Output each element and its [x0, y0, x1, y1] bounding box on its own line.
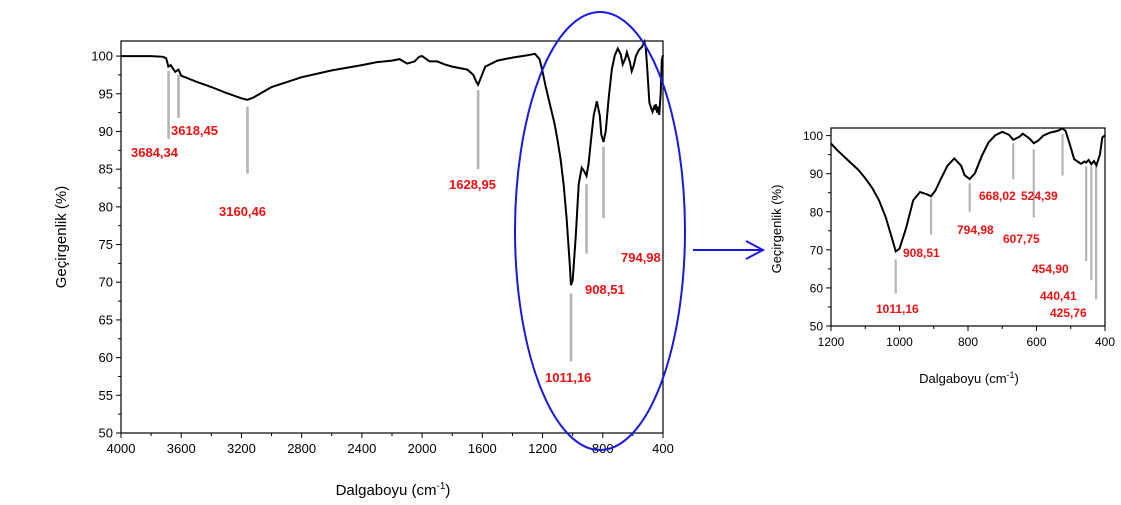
- inset-peak-label-607: 607,75: [1003, 232, 1040, 246]
- peak-label-1011: 1011,16: [545, 370, 591, 385]
- inset-spectrum-line: [830, 127, 1106, 254]
- main-xtick-label: 2000: [408, 441, 437, 456]
- inset-peak-markers: [894, 133, 1098, 300]
- inset-ytick-label: 60: [810, 281, 824, 295]
- inset-ytick-label: 90: [810, 167, 824, 181]
- main-ytick-label: 75: [99, 237, 113, 252]
- main-peak-markers: [167, 71, 605, 362]
- inset-peak-label-908: 908,51: [903, 246, 940, 260]
- inset-ytick-label: 100: [803, 129, 823, 143]
- main-xtick-label: 3600: [167, 441, 196, 456]
- main-ytick-label: 85: [99, 162, 113, 177]
- main-ytick-label: 70: [99, 275, 113, 290]
- main-ytick-label: 65: [99, 312, 113, 327]
- peak-label-794: 794,98: [621, 250, 661, 265]
- main-ytick-label: 90: [99, 124, 113, 139]
- main-chart: 50 55 60 65 70 75 80 85 90 95 100 4000 3600 3200 2800…: [53, 38, 674, 499]
- main-xtick-label: 800: [592, 441, 614, 456]
- peak-label-908: 908,51: [585, 282, 625, 297]
- inset-peak-label-524: 524,39: [1021, 189, 1058, 203]
- main-xtick-label: 4000: [107, 441, 136, 456]
- main-ytick-label: 100: [91, 49, 113, 64]
- inset-y-axis-ticks: 50 60 70 80 90 100: [803, 129, 831, 334]
- main-plot-frame: [120, 40, 664, 434]
- inset-x-axis-ticks: 1200 1000 800 600 400: [818, 326, 1115, 349]
- inset-ytick-label: 80: [810, 205, 824, 219]
- main-x-label-end: ): [445, 482, 450, 499]
- main-ytick-label: 95: [99, 86, 113, 101]
- inset-x-label-sup: -1: [1007, 370, 1015, 380]
- zoom-arrow-icon: [693, 240, 766, 260]
- main-y-axis-label: Geçirgenlik (%): [53, 186, 70, 289]
- inset-peak-label-794: 794,98: [957, 223, 994, 237]
- inset-xtick-label: 1000: [886, 335, 913, 349]
- inset-xtick-label: 1200: [818, 335, 845, 349]
- inset-xtick-label: 400: [1095, 335, 1115, 349]
- main-x-label-text: Dalgaboyu (cm: [336, 482, 437, 499]
- inset-peak-label-440: 440,41: [1040, 289, 1077, 303]
- inset-x-label-end: ): [1015, 371, 1019, 386]
- main-xtick-label: 1600: [468, 441, 497, 456]
- main-ytick-label: 50: [99, 426, 113, 441]
- peak-label-1628: 1628,95: [449, 177, 496, 192]
- peak-label-3160: 3160,46: [219, 204, 266, 219]
- peak-label-3618: 3618,45: [171, 123, 218, 138]
- main-ytick-label: 55: [99, 388, 113, 403]
- inset-x-label-text: Dalgaboyu (cm: [919, 371, 1006, 386]
- inset-ytick-label: 70: [810, 243, 824, 257]
- main-ytick-label: 60: [99, 350, 113, 365]
- highlight-ellipse: [514, 11, 686, 451]
- inset-x-axis-label: Dalgaboyu (cm-1): [919, 370, 1019, 386]
- main-xtick-label: 3200: [227, 441, 256, 456]
- main-x-axis-ticks: 4000 3600 3200 2800 2400 2000 1600 1200 800 400: [107, 433, 674, 456]
- inset-peak-label-1011: 1011,16: [876, 302, 919, 316]
- main-xtick-label: 1200: [528, 441, 557, 456]
- main-xtick-label: 2800: [287, 441, 316, 456]
- inset-peak-label-454: 454,90: [1032, 262, 1069, 276]
- inset-xtick-label: 800: [958, 335, 978, 349]
- inset-y-axis-label: Geçirgenlik (%): [769, 185, 784, 274]
- inset-peak-label-668: 668,02: [979, 189, 1016, 203]
- main-spectrum-line: [121, 38, 664, 286]
- main-y-axis-ticks: 50 55 60 65 70 75 80 85 90 95 100: [91, 49, 121, 441]
- main-xtick-label: 400: [652, 441, 674, 456]
- main-x-label-sup: -1: [436, 481, 445, 492]
- main-x-axis-label: Dalgaboyu (cm-1): [336, 481, 451, 499]
- inset-plot-frame: [830, 127, 1106, 327]
- inset-peak-label-425: 425,76: [1050, 306, 1087, 320]
- main-ytick-label: 80: [99, 199, 113, 214]
- main-xtick-label: 2400: [347, 441, 376, 456]
- inset-ytick-label: 50: [810, 320, 824, 334]
- inset-xtick-label: 600: [1026, 335, 1046, 349]
- peak-label-3684: 3684,34: [131, 145, 179, 160]
